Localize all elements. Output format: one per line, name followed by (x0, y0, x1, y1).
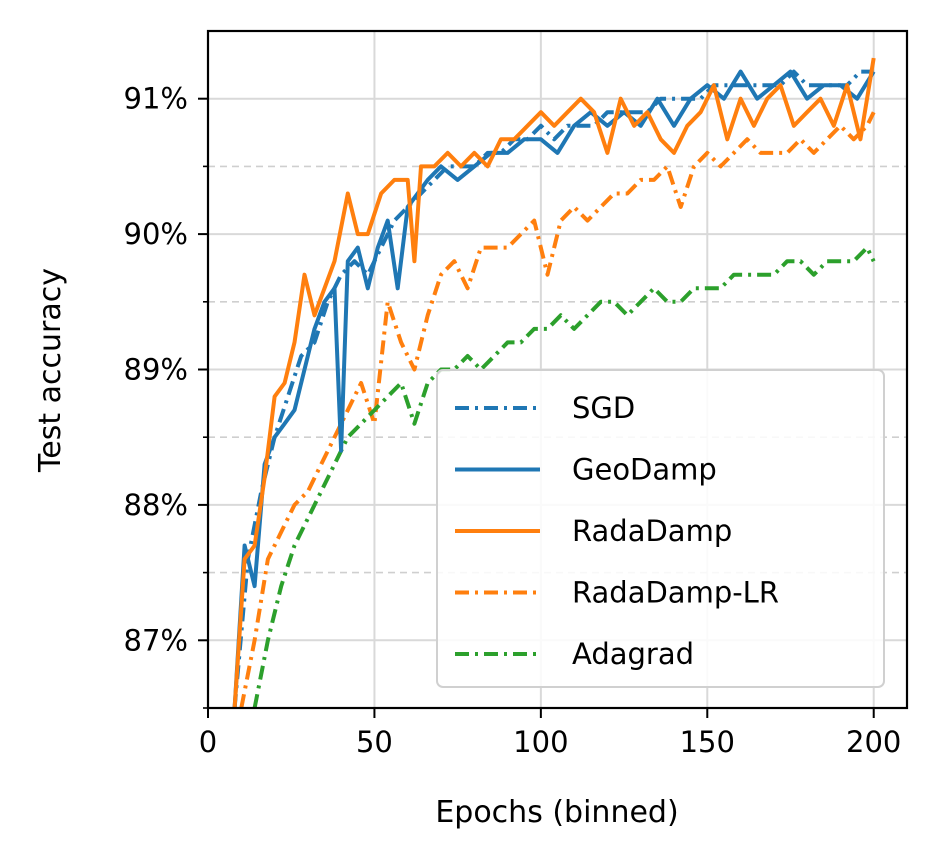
series-line-radadamp-lr (239, 111, 876, 708)
x-axis-label: Epochs (binned) (435, 795, 678, 830)
y-tick-label: 88% (124, 488, 188, 522)
legend: SGD GeoDamp RadaDamp RadaDamp-LR Adagrad (436, 369, 885, 688)
y-tick-label: 90% (124, 217, 188, 251)
legend-label-radadamp-lr: RadaDamp-LR (572, 576, 779, 610)
series-line-radadamp (232, 57, 876, 708)
x-tick-label: 200 (846, 725, 901, 759)
x-tick-label: 100 (513, 725, 568, 759)
x-tick-label: 50 (356, 725, 393, 759)
legend-label-adagrad: Adagrad (572, 637, 694, 671)
x-tick-label: 150 (680, 725, 735, 759)
x-tick-label: 0 (199, 725, 217, 759)
y-tick-label: 87% (124, 623, 188, 657)
y-tick-label: 89% (124, 353, 188, 387)
series-line-sgd (232, 69, 874, 708)
y-tick-label: 91% (124, 82, 188, 116)
legend-label-geodamp: GeoDamp (572, 453, 717, 487)
ticks: 0 50 100 150 200 87% 88% 89% 90% 91% (124, 82, 902, 759)
legend-box (436, 369, 885, 688)
series-layer (232, 57, 876, 708)
y-axis-label: Test accuracy (33, 268, 68, 473)
legend-label-sgd: SGD (572, 391, 635, 425)
series-group (232, 57, 876, 708)
legend-label-radadamp: RadaDamp (572, 514, 732, 548)
